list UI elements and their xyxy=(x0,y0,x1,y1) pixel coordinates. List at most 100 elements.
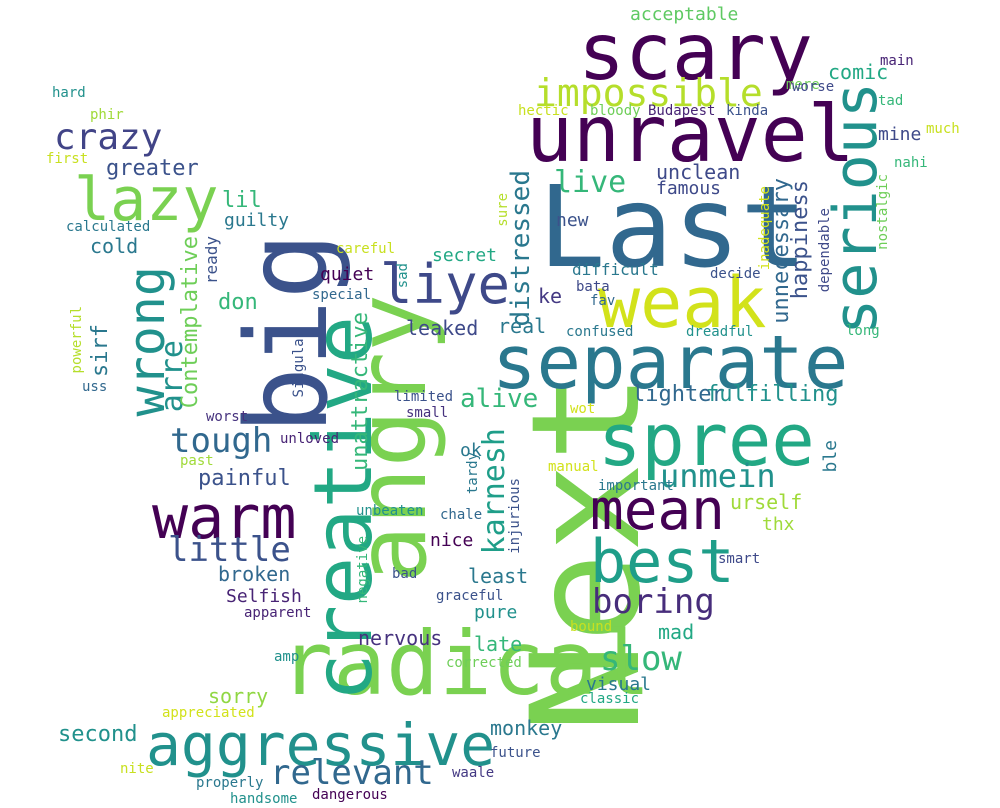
cloud-word-ke: ke xyxy=(538,284,563,308)
cloud-word-hard: hard xyxy=(52,85,86,101)
cloud-word-unnecessary: unnecessary xyxy=(769,178,794,324)
cloud-word-long: long xyxy=(846,323,880,339)
cloud-word-greater: greater xyxy=(106,156,199,181)
cloud-word-lil: lil xyxy=(222,188,262,213)
cloud-word-uss: uss xyxy=(82,379,108,395)
cloud-word-decide: decide xyxy=(710,266,761,282)
cloud-word-lazy: lazy xyxy=(74,165,219,235)
cloud-word-pure: pure xyxy=(474,602,518,623)
cloud-word-weak: weak xyxy=(598,262,767,344)
cloud-word-impossible: impossible xyxy=(534,71,763,115)
cloud-word-mine: mine xyxy=(878,124,922,145)
cloud-word-unbeaten: unbeaten xyxy=(356,503,424,519)
cloud-word-secret: secret xyxy=(432,245,498,266)
cloud-word-don: don xyxy=(218,290,258,315)
cloud-word-chale: chale xyxy=(440,507,483,523)
cloud-word-late: late xyxy=(474,632,523,656)
cloud-word-unravel: unravel xyxy=(526,90,855,180)
cloud-word-worst: worst xyxy=(206,409,249,425)
cloud-word-properly: properly xyxy=(196,775,264,791)
cloud-word-slow: slow xyxy=(600,639,682,679)
cloud-word-bata: bata xyxy=(576,279,610,295)
cloud-word-separate: separate xyxy=(492,320,849,406)
cloud-word-sure: sure xyxy=(495,193,511,227)
cloud-word-new: new xyxy=(556,210,589,231)
cloud-word-second: second xyxy=(58,722,138,747)
cloud-word-singular: Singular xyxy=(291,330,307,398)
cloud-word-leaked: leaked xyxy=(406,316,479,340)
cloud-word-nahi: nahi xyxy=(894,155,928,171)
cloud-word-dangerous: dangerous xyxy=(312,787,388,803)
cloud-word-special: special xyxy=(312,287,372,303)
cloud-word-urself: urself xyxy=(730,490,803,514)
cloud-word-last: Last xyxy=(538,163,808,293)
cloud-word-warm: warm xyxy=(152,483,297,553)
cloud-word-handsome: handsome xyxy=(230,791,298,807)
cloud-word-nice: nice xyxy=(430,530,474,551)
cloud-word-relevant: relevant xyxy=(270,753,434,793)
cloud-word-guilty: guilty xyxy=(224,210,290,231)
cloud-word-negative: negative xyxy=(355,536,371,604)
cloud-word-dreadful: dreadful xyxy=(686,324,754,340)
cloud-word-nostalgic: nostalgic xyxy=(875,174,891,250)
cloud-word-tardy: tardy xyxy=(465,452,481,495)
cloud-word-tad: tad xyxy=(878,93,904,109)
cloud-word-painful: painful xyxy=(198,466,291,491)
cloud-word-first: first xyxy=(46,151,89,167)
cloud-word-wot: wot xyxy=(570,401,596,417)
cloud-word-least: least xyxy=(468,564,529,588)
cloud-word-sorry: sorry xyxy=(208,684,269,708)
cloud-word-much: much xyxy=(926,121,960,137)
cloud-word-difficult: difficult xyxy=(572,260,659,279)
cloud-word-limited: limited xyxy=(394,389,454,405)
cloud-word-hectic: hectic xyxy=(518,103,569,119)
cloud-word-little: little xyxy=(168,530,291,570)
cloud-word-distressed: distressed xyxy=(506,170,536,327)
cloud-word-inadequate: inadequate xyxy=(757,186,773,271)
cloud-word-alive: alive xyxy=(460,384,539,414)
cloud-word-radical: radical xyxy=(280,612,651,715)
cloud-word-famous: famous xyxy=(656,178,722,199)
cloud-word-live: live xyxy=(554,165,627,200)
cloud-word-smart: smart xyxy=(718,551,761,567)
cloud-word-worse: worse xyxy=(792,79,835,95)
cloud-word-crazy: crazy xyxy=(54,117,163,158)
cloud-word-nite: nite xyxy=(120,761,154,777)
cloud-word-quiet: quiet xyxy=(320,264,375,285)
cloud-word-amp: amp xyxy=(274,649,300,665)
cloud-word-spree: spree xyxy=(598,398,815,482)
cloud-word-main: main xyxy=(880,53,914,69)
cloud-word-apparent: apparent xyxy=(244,605,312,621)
cloud-word-small: small xyxy=(406,405,449,421)
cloud-word-important: important xyxy=(598,478,674,494)
cloud-word-sirf: sirf xyxy=(88,324,113,377)
cloud-word-mad: mad xyxy=(658,620,695,644)
cloud-word-injurious: injurious xyxy=(507,478,523,554)
cloud-word-lighter: lighter xyxy=(632,382,725,407)
cloud-word-bad: bad xyxy=(392,566,418,582)
cloud-word-calculated: calculated xyxy=(66,219,151,235)
cloud-word-monkey: monkey xyxy=(490,716,563,740)
cloud-word-scary: scary xyxy=(578,8,813,98)
cloud-word-best: best xyxy=(590,527,735,597)
cloud-word-dependable: dependable xyxy=(817,208,833,293)
cloud-word-nervous: nervous xyxy=(358,626,443,650)
cloud-word-contemplative: Contemplative xyxy=(178,236,203,409)
cloud-word-mere: mere xyxy=(786,77,820,93)
cloud-word-past: past xyxy=(180,453,214,469)
cloud-word-comic: comic xyxy=(828,60,889,84)
cloud-word-phir: phir xyxy=(90,107,124,123)
cloud-word-broken: broken xyxy=(218,562,291,586)
cloud-word-manual: manual xyxy=(548,459,599,475)
cloud-word-corrected: corrected xyxy=(446,655,522,671)
cloud-word-unmein: unmein xyxy=(660,457,776,495)
cloud-word-bound: bound xyxy=(570,619,613,635)
cloud-word-karnesh: karnesh xyxy=(477,428,512,555)
cloud-word-real: real xyxy=(498,314,547,338)
cloud-word-appreciated: appreciated xyxy=(162,705,255,721)
cloud-word-acceptable: acceptable xyxy=(630,4,739,25)
cloud-word-unattractive: unattractive xyxy=(348,312,373,471)
cloud-word-ready: ready xyxy=(202,236,221,285)
cloud-word-waale: waale xyxy=(452,765,495,781)
